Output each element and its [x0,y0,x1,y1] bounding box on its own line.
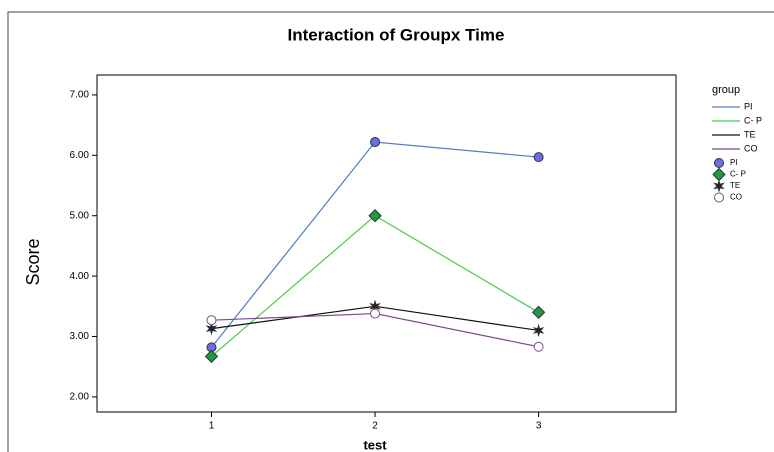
legend-marker [713,179,725,193]
y-tick-label: 2.00 [70,392,90,403]
legend-marker [714,192,724,203]
marker [532,323,545,338]
x-axis-label: test [363,437,387,452]
x-tick-label: 3 [536,421,542,432]
y-tick-label: 4.00 [70,271,90,282]
marker [368,209,382,223]
marker [533,152,544,163]
y-tick-label: 5.00 [70,210,90,221]
legend-label: CO [744,143,758,153]
legend-label: TE [744,129,756,139]
marker [533,341,544,352]
legend-label: C- P [730,170,746,179]
y-axis-label: Score [23,238,43,285]
marker [206,315,217,326]
x-tick-label: 2 [372,421,378,432]
legend-label: TE [730,181,740,190]
y-tick-label: 3.00 [70,331,90,342]
legend-label: PI [730,158,738,167]
legend-label: CO [730,193,742,202]
marker [204,349,219,364]
plot-area [96,74,677,413]
marker [370,137,381,148]
legend-marker [714,158,724,168]
x-tick-label: 1 [209,421,215,432]
y-tick-label: 7.00 [70,90,90,101]
marker [370,308,381,319]
legend-label: PI [744,101,753,111]
marker [531,305,546,320]
legend-title: group [712,84,740,96]
frame [7,11,774,452]
chart-title: Interaction of Groupx Time [288,25,505,44]
y-tick-label: 6.00 [70,150,90,161]
legend-label: C- P [744,115,762,125]
marker [205,321,218,336]
